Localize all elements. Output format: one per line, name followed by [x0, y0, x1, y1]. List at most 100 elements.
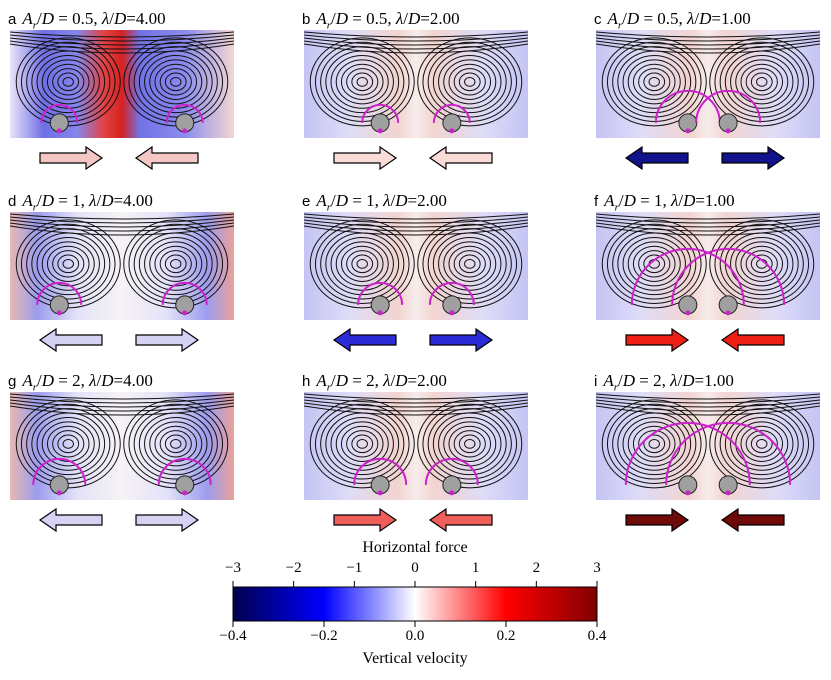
panel-label: e — [302, 193, 311, 210]
amplitude-circle — [624, 421, 751, 485]
streamline — [46, 245, 90, 282]
streamline — [10, 34, 234, 42]
streamline — [417, 399, 523, 489]
panel-label: c — [594, 11, 602, 28]
force-arrow — [625, 508, 690, 532]
force-arrow — [332, 328, 397, 352]
streamline — [422, 223, 518, 304]
amplitude-circle — [36, 281, 83, 305]
streamline — [601, 37, 707, 127]
streamline — [638, 68, 671, 96]
colorbar — [232, 581, 598, 627]
streamline — [443, 59, 497, 105]
flow-field — [304, 212, 528, 320]
panel-title: d Ar/D = 1, λ/D=4.00 — [8, 190, 153, 213]
panel-f: f Ar/D = 1, λ/D=1.00 — [594, 190, 820, 352]
streamline — [643, 434, 666, 454]
cylinder-marker — [685, 310, 691, 316]
streamline — [356, 76, 368, 87]
streamline — [314, 403, 410, 484]
panel-title: i Ar/D = 2, λ/D=1.00 — [594, 370, 734, 393]
streamline — [719, 46, 804, 118]
colorbar-top-label: Horizontal force — [362, 539, 468, 556]
velocity-field-background — [304, 392, 528, 500]
colorbar-bottom-tick-label: 0.2 — [496, 628, 516, 644]
panel-b: b Ar/D = 0.5, λ/D=2.00 — [302, 8, 528, 170]
velocity-field-background — [10, 30, 234, 138]
panel-a: a Ar/D = 0.5, λ/D=4.00 — [8, 8, 234, 170]
amplitude-circle — [40, 103, 79, 123]
streamlines — [596, 31, 820, 127]
streamline — [719, 408, 804, 480]
cylinder-marker — [725, 310, 731, 316]
streamline — [622, 54, 686, 109]
amplitude-circle — [428, 281, 475, 305]
streamline — [304, 37, 528, 46]
streamline — [10, 393, 234, 400]
streamline — [164, 72, 187, 92]
cylinder-marker — [377, 128, 383, 134]
streamline — [632, 245, 676, 282]
streamline — [756, 76, 768, 87]
streamline — [735, 241, 789, 287]
streamline — [159, 430, 192, 458]
streamline — [596, 402, 820, 412]
streamline — [601, 399, 707, 489]
cylinder-marker — [56, 128, 62, 134]
colorbar-bottom-tick-label: −0.4 — [219, 628, 247, 644]
streamline — [304, 219, 528, 228]
streamline — [356, 258, 368, 269]
streamline — [596, 399, 820, 408]
streamline — [596, 405, 820, 416]
streamline — [159, 250, 192, 278]
panel-title: b Ar/D = 0.5, λ/D=2.00 — [302, 8, 460, 31]
colorbar-gradient — [232, 586, 598, 622]
amplitude-circle — [665, 421, 792, 485]
force-arrow — [333, 508, 398, 532]
panel-title-text: Ar/D = 2, λ/D=2.00 — [316, 371, 447, 394]
force-arrow — [134, 146, 199, 170]
flow-field — [10, 212, 234, 320]
panel-c: c Ar/D = 0.5, λ/D=1.00 — [594, 8, 820, 170]
panel-title: c Ar/D = 0.5, λ/D=1.00 — [594, 8, 751, 31]
streamline — [309, 37, 415, 127]
streamline — [330, 236, 394, 291]
streamline — [320, 228, 405, 300]
streamline — [346, 430, 379, 458]
streamline — [448, 245, 492, 282]
streamline — [740, 63, 784, 100]
streamline — [304, 402, 528, 412]
flow-field — [596, 212, 820, 320]
streamline — [26, 408, 111, 480]
streamline — [648, 76, 660, 87]
streamline — [57, 254, 80, 274]
panel-e: e Ar/D = 1, λ/D=2.00 — [302, 190, 528, 352]
streamline — [57, 434, 80, 454]
cylinder-marker — [56, 310, 62, 316]
streamline — [464, 438, 476, 449]
streamline — [335, 241, 389, 287]
streamline — [596, 43, 820, 54]
streamline — [438, 54, 502, 109]
streamline — [41, 241, 95, 287]
streamline — [335, 59, 389, 105]
streamline — [41, 59, 95, 105]
streamline — [10, 43, 234, 54]
streamline — [750, 72, 773, 92]
streamline — [304, 399, 528, 408]
streamline — [719, 228, 804, 300]
flow-field — [304, 30, 528, 138]
panel-g: g Ar/D = 2, λ/D=4.00 — [8, 370, 234, 532]
streamline — [149, 421, 203, 467]
streamline — [464, 258, 476, 269]
streamline — [427, 228, 512, 300]
streamline — [596, 393, 820, 400]
streamline — [596, 37, 820, 46]
force-arrow — [39, 146, 104, 170]
force-arrows — [333, 146, 493, 170]
streamline — [149, 241, 203, 287]
velocity-field-background — [304, 212, 528, 320]
streamline — [458, 72, 481, 92]
force-arrows — [38, 328, 200, 352]
panel-label: i — [594, 373, 598, 390]
